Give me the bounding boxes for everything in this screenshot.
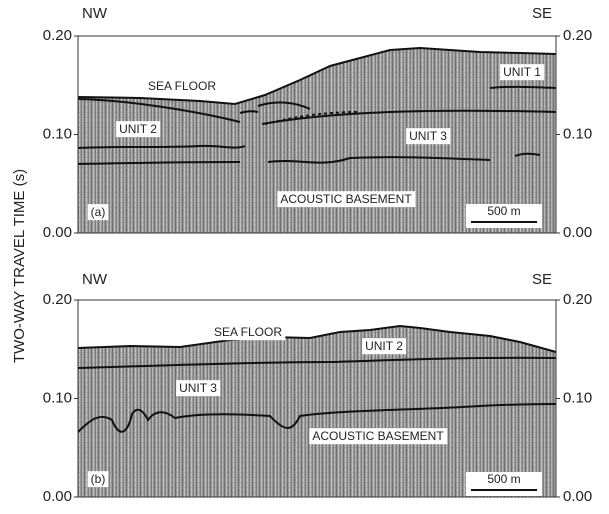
unit-label: UNIT 2 (365, 339, 403, 353)
unit-label: UNIT 3 (179, 381, 217, 395)
axis-label: TWO-WAY TRAVEL TIME (s) (11, 169, 28, 363)
direction-right: SE (532, 5, 552, 22)
y-tick-label-right: 0.20 (563, 27, 592, 44)
unit-label: SEA FLOOR (214, 325, 282, 339)
unit-label: UNIT 3 (409, 129, 447, 143)
panel-tag: (a) (91, 205, 106, 219)
unit-label: ACOUSTIC BASEMENT (280, 192, 412, 206)
unit-label: SEA FLOOR (148, 79, 216, 93)
unit-label: UNIT 1 (503, 65, 541, 79)
scale-label: 500 m (487, 472, 520, 486)
y-tick-label-right: 0.20 (563, 291, 592, 308)
panel-tag: (b) (91, 472, 106, 486)
scale-label: 500 m (487, 204, 520, 218)
y-tick-label-right: 0.10 (563, 125, 592, 142)
y-tick-label: 0.20 (43, 27, 72, 44)
seismic-section (78, 326, 556, 497)
y-tick-label-right: 0.00 (563, 224, 592, 241)
y-tick-label: 0.00 (43, 488, 72, 505)
figure: TWO-WAY TRAVEL TIME (s) 0.00 0.00 0.10 0.10… (0, 0, 609, 509)
y-tick-label: 0.10 (43, 125, 72, 142)
unit-label: ACOUSTIC BASEMENT (312, 429, 444, 443)
y-tick-label: 0.20 (43, 291, 72, 308)
unit-label: UNIT 2 (119, 122, 157, 136)
y-tick-label: 0.10 (43, 389, 72, 406)
direction-left: NW (82, 271, 108, 288)
y-tick-label-right: 0.00 (563, 488, 592, 505)
y-tick-label-right: 0.10 (563, 389, 592, 406)
y-tick-label: 0.00 (43, 224, 72, 241)
horizon (490, 87, 556, 88)
direction-left: NW (82, 5, 108, 22)
direction-right: SE (532, 271, 552, 288)
